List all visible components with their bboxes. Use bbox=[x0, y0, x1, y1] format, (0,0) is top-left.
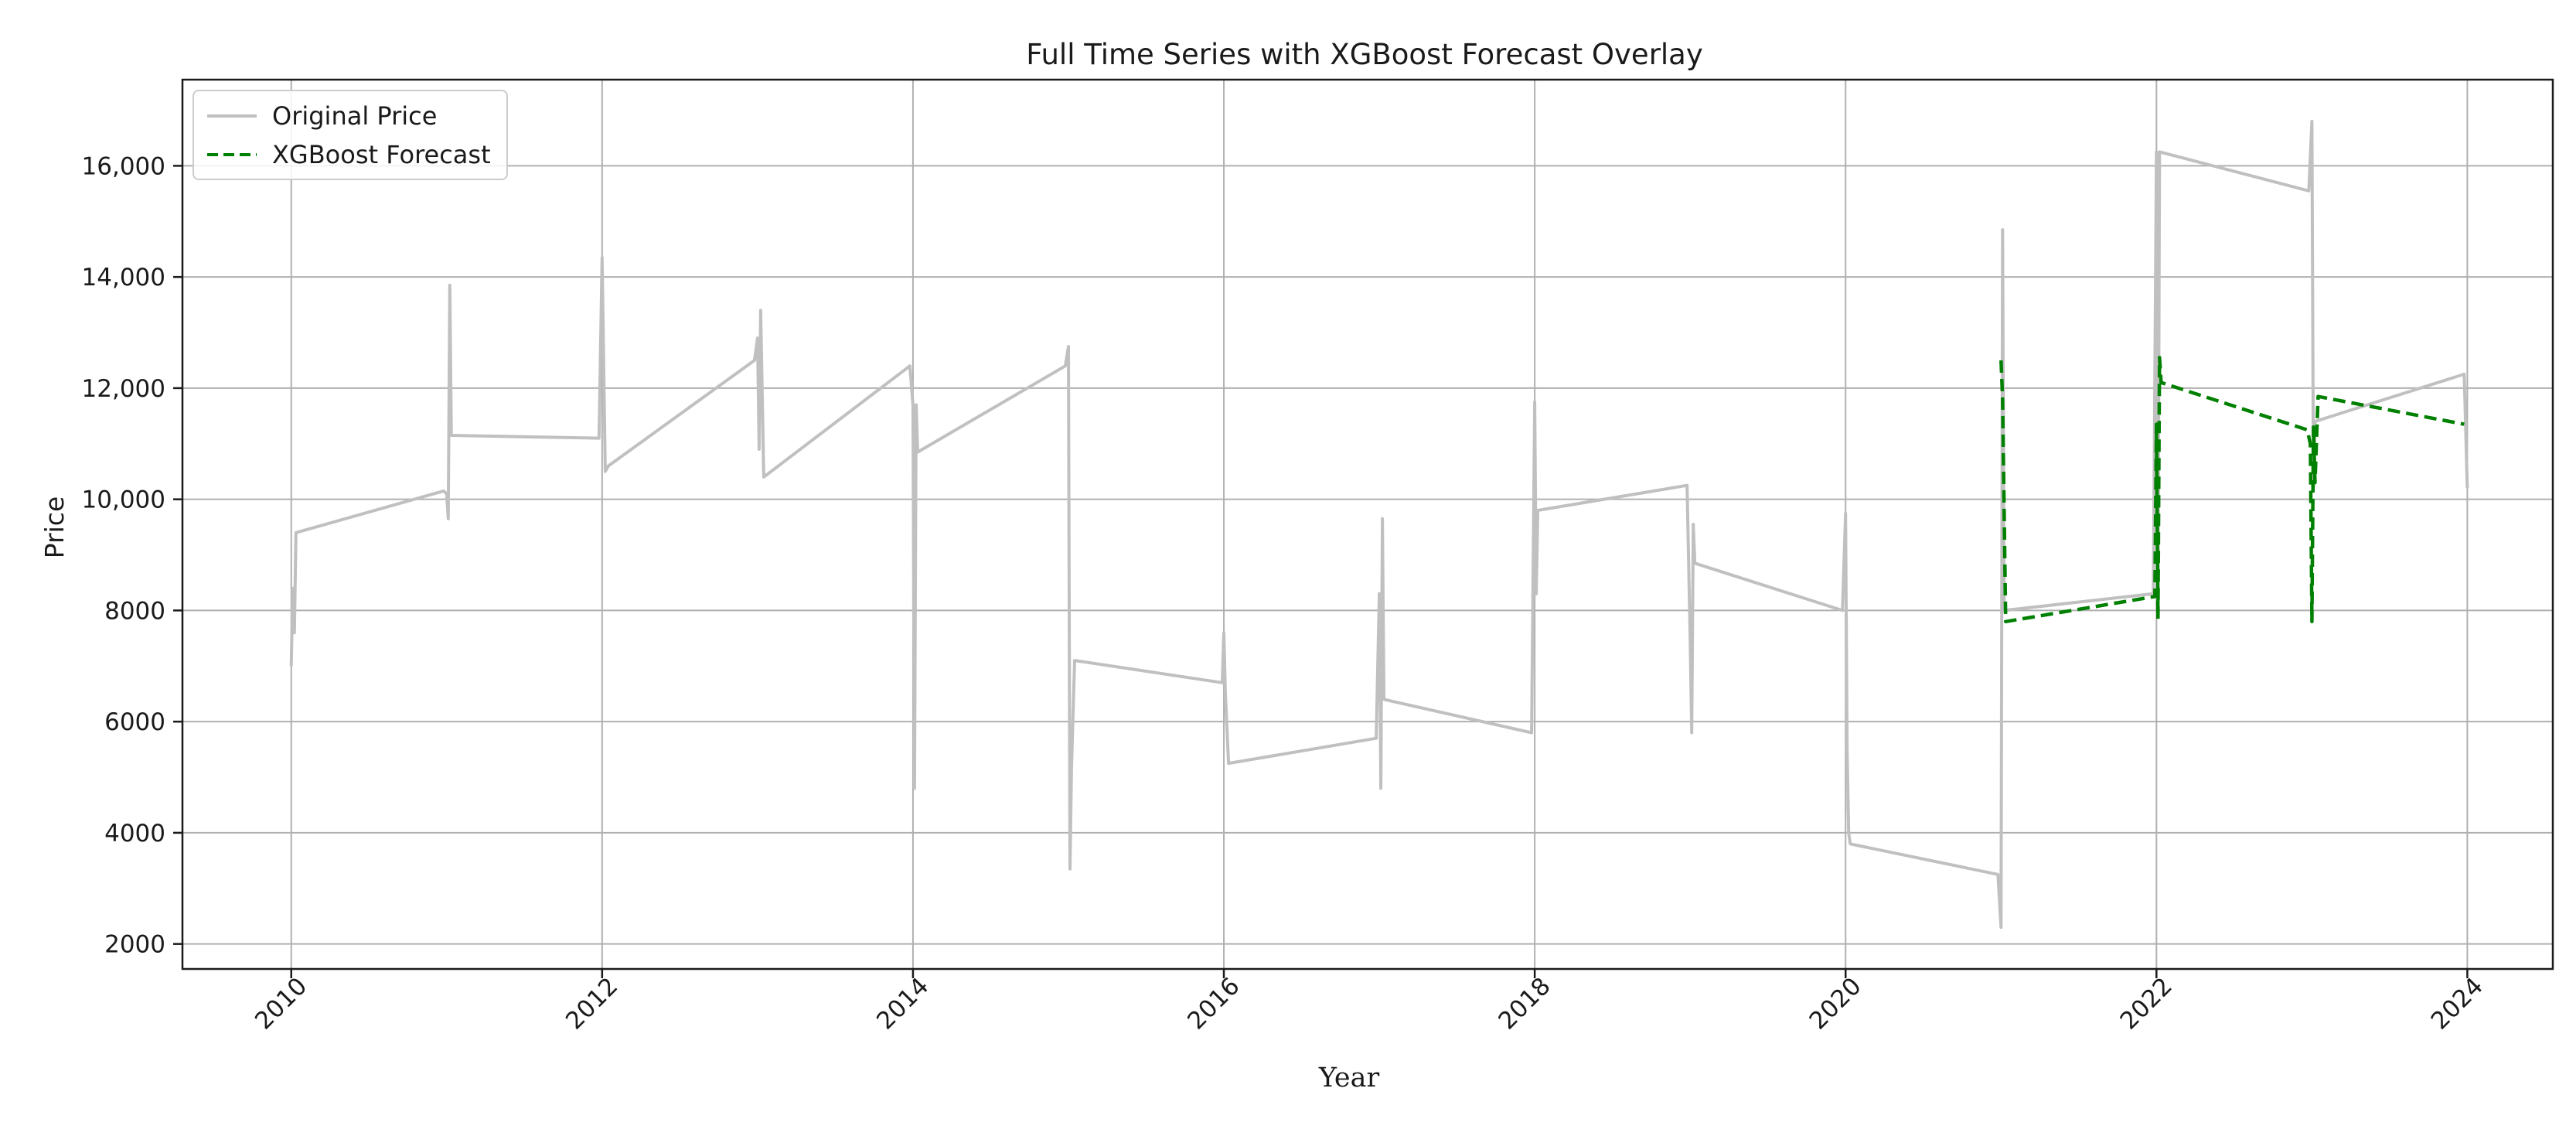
plot-frame bbox=[181, 78, 2554, 971]
legend-label-xgboost-forecast: XGBoost Forecast bbox=[272, 140, 491, 169]
x-axis-title: Year bbox=[1318, 1063, 1380, 1093]
y-tick-label: 2000 bbox=[104, 931, 165, 959]
y-tick-label: 14,000 bbox=[82, 264, 165, 292]
chart-title: Full Time Series with XGBoost Forecast O… bbox=[1026, 38, 1703, 71]
legend-label-original-price: Original Price bbox=[272, 101, 437, 131]
y-tick-label: 16,000 bbox=[82, 152, 165, 180]
series-line-xgboost-forecast bbox=[1999, 356, 2465, 624]
plot-area bbox=[182, 80, 2553, 969]
legend-box bbox=[193, 90, 508, 180]
y-tick-label: 12,000 bbox=[82, 375, 165, 403]
series-line-original-price bbox=[289, 119, 2469, 930]
y-tick-label: 10,000 bbox=[82, 486, 165, 514]
y-tick-label: 6000 bbox=[104, 708, 165, 736]
grid-lines bbox=[182, 80, 2553, 969]
y-tick-label: 8000 bbox=[104, 597, 165, 625]
y-axis: 2000 4000 6000 8000 10,000 12,000 14,000 16,000 bbox=[82, 152, 182, 959]
y-tick-label: 4000 bbox=[104, 820, 165, 848]
series-layer bbox=[289, 119, 2469, 930]
y-axis-title: Price bbox=[39, 496, 70, 559]
legend: Original Price XGBoost Forecast bbox=[193, 90, 508, 180]
